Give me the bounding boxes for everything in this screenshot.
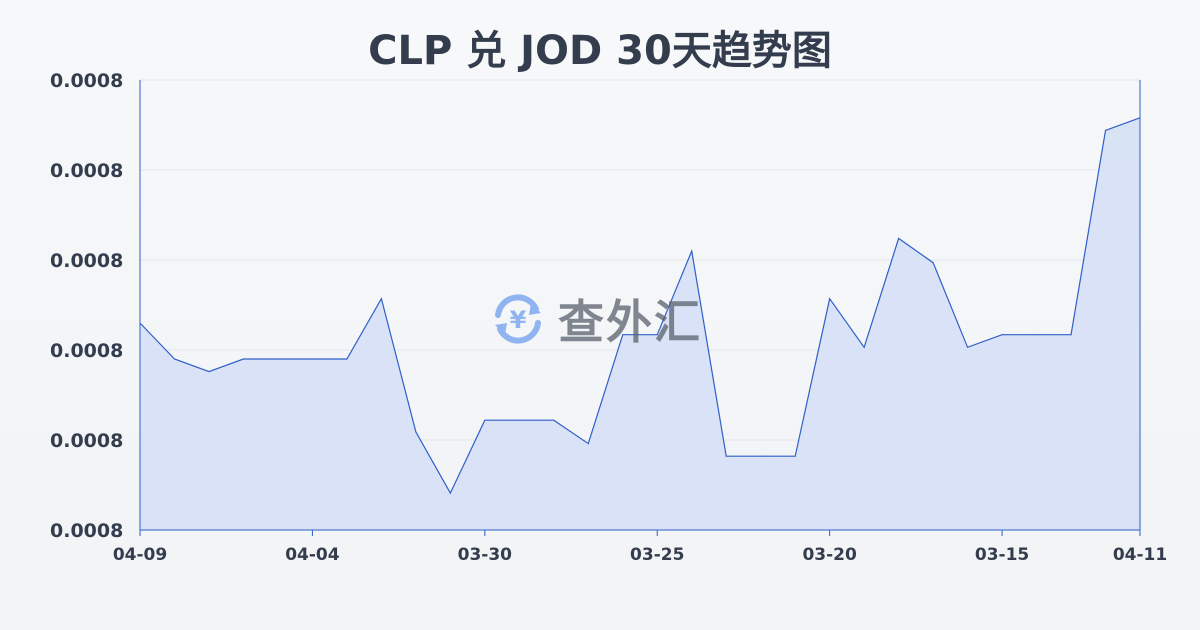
x-tick-label: 03-20	[802, 545, 857, 565]
data-point	[760, 455, 762, 457]
data-point	[208, 371, 210, 373]
x-tick-label: 04-11	[1113, 545, 1167, 565]
data-point	[449, 492, 451, 494]
data-point	[346, 358, 348, 360]
data-point	[725, 455, 727, 457]
x-tick-label: 04-04	[285, 545, 340, 565]
data-point	[656, 334, 658, 336]
data-point	[277, 358, 279, 360]
data-point	[1105, 129, 1107, 131]
data-point	[484, 419, 486, 421]
x-tick-label: 03-25	[630, 545, 684, 565]
x-tick-label: 03-15	[975, 545, 1029, 565]
data-point	[863, 346, 865, 348]
data-point	[587, 443, 589, 445]
series-line	[139, 117, 1141, 495]
data-point	[829, 298, 831, 300]
data-point	[242, 358, 244, 360]
y-tick-label: 0.0008	[50, 520, 123, 542]
data-point	[1070, 334, 1072, 336]
data-point	[967, 346, 969, 348]
data-point	[553, 419, 555, 421]
y-tick-label: 0.0008	[50, 250, 123, 272]
chart-title: CLP 兑 JOD 30天趋势图	[368, 28, 832, 74]
data-point	[380, 298, 382, 300]
data-point	[691, 250, 693, 252]
data-point	[173, 358, 175, 360]
data-point	[1001, 334, 1003, 336]
x-tick-label: 03-30	[458, 545, 513, 565]
data-point	[415, 431, 417, 433]
area-fill	[140, 117, 1140, 531]
data-point	[311, 358, 313, 360]
data-point	[622, 334, 624, 336]
data-point	[1036, 334, 1038, 336]
watermark-text: 查外汇	[558, 295, 702, 349]
data-point	[518, 419, 520, 421]
y-tick-label: 0.0008	[50, 430, 123, 452]
data-point	[932, 262, 934, 264]
y-tick-label: 0.0008	[50, 340, 123, 362]
yen-exchange-icon: ¥	[495, 294, 541, 344]
data-point	[898, 237, 900, 239]
x-tick-label: 04-09	[113, 545, 167, 565]
watermark: ¥ 查外汇	[488, 286, 702, 352]
y-tick-label: 0.0008	[50, 70, 123, 92]
data-point	[794, 455, 796, 457]
y-tick-label: 0.0008	[50, 160, 123, 182]
svg-text:¥: ¥	[510, 306, 527, 334]
